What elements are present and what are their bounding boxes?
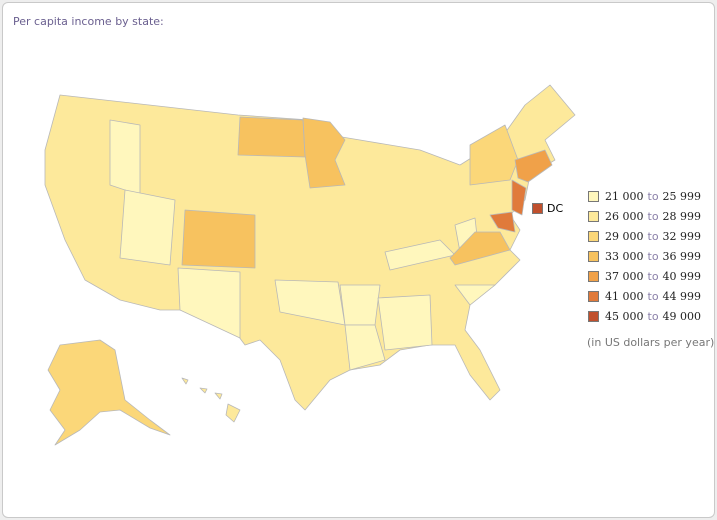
alaska <box>47 339 171 446</box>
state-light <box>454 284 496 306</box>
legend-connector: to <box>647 309 659 323</box>
state-light <box>119 189 176 266</box>
legend-to: 40 999 <box>662 269 702 283</box>
legend-swatch <box>588 310 599 322</box>
legend-from: 37 000 <box>605 269 644 283</box>
legend-connector: to <box>647 269 659 283</box>
state-high <box>489 211 516 233</box>
legend-swatch <box>588 270 599 282</box>
legend-from: 26 000 <box>605 209 644 223</box>
legend-connector: to <box>647 209 659 223</box>
legend-from: 41 000 <box>605 289 644 303</box>
legend-note: (in US dollars per year) <box>587 336 715 349</box>
legend-row: 26 000 to 28 999 <box>588 206 701 226</box>
legend-swatch <box>588 210 599 222</box>
legend-row: 21 000 to 25 999 <box>588 186 701 206</box>
state-light <box>177 267 241 339</box>
state-light <box>339 284 381 326</box>
legend-row: 33 000 to 36 999 <box>588 246 701 266</box>
state-high <box>514 149 553 183</box>
state-light <box>344 324 386 371</box>
state-mid <box>302 117 346 189</box>
state-mid <box>181 209 256 269</box>
legend-to: 36 999 <box>662 249 702 263</box>
legend-to: 44 999 <box>662 289 702 303</box>
dc-label: DC <box>532 202 563 215</box>
legend-to: 25 999 <box>662 189 702 203</box>
legend-swatch <box>588 250 599 262</box>
legend-to: 32 999 <box>662 229 702 243</box>
legend-connector: to <box>647 289 659 303</box>
state-mid <box>237 116 306 158</box>
state-high <box>511 179 527 216</box>
legend-swatch <box>588 230 599 242</box>
legend-swatch <box>588 290 599 302</box>
legend-connector: to <box>647 249 659 263</box>
hawaii <box>181 377 241 423</box>
legend-row: 45 000 to 49 000 <box>588 306 701 326</box>
legend-from: 33 000 <box>605 249 644 263</box>
legend-connector: to <box>647 229 659 243</box>
legend-connector: to <box>647 189 659 203</box>
state-light <box>377 294 433 351</box>
legend-to: 49 000 <box>662 309 702 323</box>
state-light <box>109 119 141 196</box>
state-mid <box>469 124 519 186</box>
legend-row: 29 000 to 32 999 <box>588 226 701 246</box>
legend-from: 29 000 <box>605 229 644 243</box>
legend-to: 28 999 <box>662 209 702 223</box>
legend-row: 41 000 to 44 999 <box>588 286 701 306</box>
title: Per capita income by state: <box>13 15 164 28</box>
legend-row: 37 000 to 40 999 <box>588 266 701 286</box>
legend-swatch <box>588 190 599 202</box>
state-mid <box>449 231 511 266</box>
dc-swatch <box>532 203 543 214</box>
dc-text: DC <box>547 202 564 215</box>
legend-from: 45 000 <box>605 309 644 323</box>
legend-from: 21 000 <box>605 189 644 203</box>
legend: 21 000 to 25 999 26 000 to 28 999 29 000 to 32 9… <box>588 186 701 326</box>
